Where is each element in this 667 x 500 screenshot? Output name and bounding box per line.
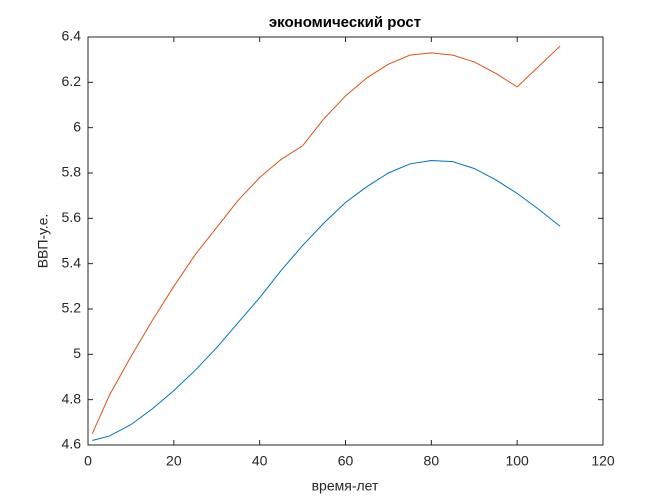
y-tick-label: 6 <box>73 118 81 134</box>
y-tick-label: 5 <box>73 345 81 361</box>
x-tick-label: 100 <box>505 453 529 469</box>
line-series <box>91 45 561 434</box>
axes-box <box>87 36 604 446</box>
y-tick-label: 5.8 <box>62 164 82 180</box>
y-tick-label: 5.4 <box>62 254 82 270</box>
y-tick-label: 4.8 <box>62 390 82 406</box>
y-tick-label: 4.6 <box>62 436 82 452</box>
x-tick-label: 60 <box>338 453 354 469</box>
chart-title: экономический рост <box>269 14 421 31</box>
x-tick-label: 0 <box>84 453 92 469</box>
y-axis-label: ВВП-у.е. <box>35 214 51 269</box>
x-tick-label: 120 <box>591 453 615 469</box>
x-tick-label: 40 <box>252 453 268 469</box>
y-tick-label: 6.2 <box>62 73 82 89</box>
x-axis-label: время-лет <box>312 478 379 494</box>
line-series <box>92 160 561 441</box>
x-tick-label: 20 <box>166 453 182 469</box>
y-tick-label: 6.4 <box>62 28 82 44</box>
y-tick-label: 5.2 <box>62 300 82 316</box>
y-tick-label: 5.6 <box>62 209 82 225</box>
x-tick-label: 80 <box>424 453 440 469</box>
